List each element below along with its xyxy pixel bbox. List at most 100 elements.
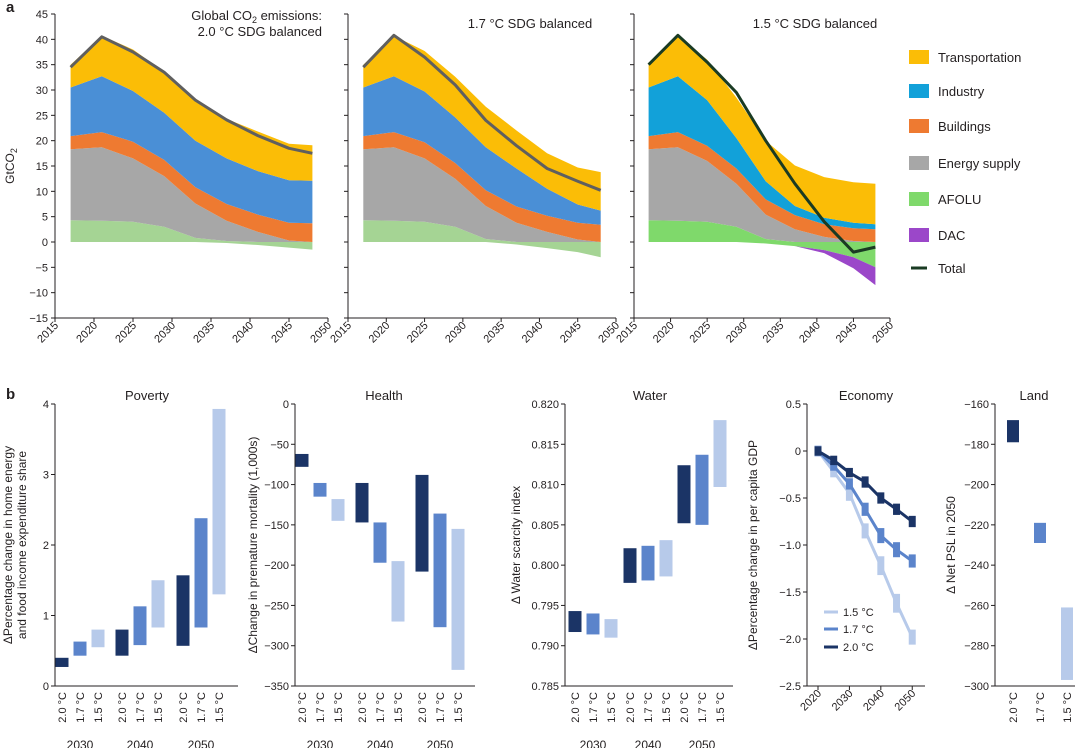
y-tick-label: 0.820: [531, 399, 559, 411]
series-marker: [845, 467, 853, 478]
y-tick-label: 0.785: [531, 681, 559, 693]
bar-series-label: 1.7 °C: [315, 692, 327, 723]
x-tick-label: 2045: [834, 320, 860, 346]
panel-a-label: a: [6, 0, 15, 16]
y-tick-label: −200: [964, 480, 989, 492]
y-tick-label: 20: [36, 136, 48, 148]
x-tick-label: 2050: [308, 320, 334, 346]
legend-label: Energy supply: [938, 156, 1021, 171]
range-bar: [677, 465, 691, 524]
range-bar: [151, 580, 165, 628]
y-tick-label: 0.5: [786, 399, 801, 411]
bar-series-label: 1.7 °C: [135, 692, 147, 723]
area-buildings: [70, 132, 313, 242]
bar-series-label: 1.5 °C: [214, 692, 226, 723]
range-bar: [194, 518, 208, 628]
area-industry: [70, 76, 313, 224]
x-tick-label: 2040: [520, 320, 546, 346]
y-tick-label: −250: [264, 600, 289, 612]
group-label: 2040: [127, 738, 154, 748]
x-tick-label: 2020: [798, 688, 824, 714]
bar-series-label: 2.0 °C: [625, 692, 637, 723]
y-tick-label: −1.0: [779, 540, 801, 552]
range-bar: [659, 540, 673, 577]
range-bar: [391, 561, 405, 622]
range-bar: [55, 657, 69, 667]
bar-series-label: 1.5 °C: [393, 692, 405, 723]
series-marker: [908, 629, 916, 645]
y-tick-label: −150: [264, 520, 289, 532]
group-label: 2030: [580, 738, 607, 748]
legend-label: 1.5 °C: [843, 607, 874, 619]
x-tick-label: 2035: [761, 320, 787, 346]
bar-series-label: 2.0 °C: [417, 692, 429, 723]
bar-series-label: 2.0 °C: [1008, 692, 1020, 723]
y-tick-label: 0.810: [531, 480, 559, 492]
x-tick-label: 2030: [724, 320, 750, 346]
y-tick-label: 0: [42, 237, 48, 249]
chart-title: Land: [1020, 388, 1049, 403]
bar-series-label: 1.7 °C: [375, 692, 387, 723]
area-afolu: [70, 220, 313, 242]
y-axis-label: ΔPercentage change in per capita GDP: [746, 440, 760, 650]
area-afolu-negative: [648, 242, 876, 268]
y-tick-label: −15: [29, 313, 48, 325]
series-marker: [908, 554, 916, 568]
y-tick-label: −180: [964, 439, 989, 451]
y-tick-label: −350: [264, 681, 289, 693]
area-afolu: [363, 220, 601, 242]
bar-series-label: 2.0 °C: [57, 692, 69, 723]
group-label: 2050: [427, 738, 454, 748]
x-tick-label: 2030: [152, 320, 178, 346]
y-tick-label: −10: [29, 288, 48, 300]
y-tick-label: 4: [43, 399, 49, 411]
range-bar: [1061, 607, 1073, 680]
legend-label: Buildings: [938, 119, 991, 134]
series-marker: [893, 542, 901, 558]
series-marker: [845, 478, 853, 490]
x-tick-label: 2050: [870, 320, 896, 346]
series-marker: [861, 502, 869, 516]
area-industry: [363, 76, 601, 225]
series-marker: [877, 492, 885, 504]
x-tick-label: 2045: [269, 320, 295, 346]
x-tick-label: 2050: [893, 688, 919, 714]
x-tick-label: 2025: [113, 320, 139, 346]
area-afolu: [648, 220, 876, 242]
legend-label: Industry: [938, 84, 985, 99]
y-tick-label: −260: [964, 600, 989, 612]
area-buildings: [648, 132, 876, 242]
area-afolu-negative: [363, 242, 601, 258]
series-marker: [830, 461, 838, 471]
panel-b-label: b: [6, 386, 15, 403]
series-marker: [908, 515, 916, 528]
area-transportation: [648, 35, 876, 225]
range-bar: [373, 522, 387, 563]
range-bar: [695, 454, 709, 525]
y-tick-label: 15: [36, 161, 48, 173]
y-axis-label: ΔPercentage change in home energy: [1, 446, 15, 644]
y-tick-label: −50: [270, 439, 289, 451]
range-bar: [433, 513, 447, 628]
series-marker: [830, 455, 838, 466]
bar-series-label: 1.7 °C: [435, 692, 447, 723]
x-tick-label: 2020: [367, 320, 393, 346]
x-tick-label: 2030: [443, 320, 469, 346]
range-bar: [623, 548, 637, 583]
x-tick-label: 2035: [191, 320, 217, 346]
series-marker: [893, 503, 901, 515]
y-tick-label: −2.5: [779, 681, 801, 693]
bar-series-label: 2.0 °C: [117, 692, 129, 723]
area-industry: [648, 76, 876, 230]
area-transportation: [70, 35, 313, 181]
total-line: [69, 35, 313, 155]
bar-series-label: 1.5 °C: [715, 692, 727, 723]
y-tick-label: 0.800: [531, 560, 559, 572]
y-tick-label: −0.5: [779, 493, 801, 505]
y-tick-label: 45: [36, 9, 48, 21]
bar-series-label: 1.7 °C: [1035, 692, 1047, 723]
range-bar: [331, 499, 345, 521]
chart-title: Water: [633, 388, 668, 403]
y-tick-label: 0: [283, 399, 289, 411]
y-tick-label: 0: [43, 681, 49, 693]
